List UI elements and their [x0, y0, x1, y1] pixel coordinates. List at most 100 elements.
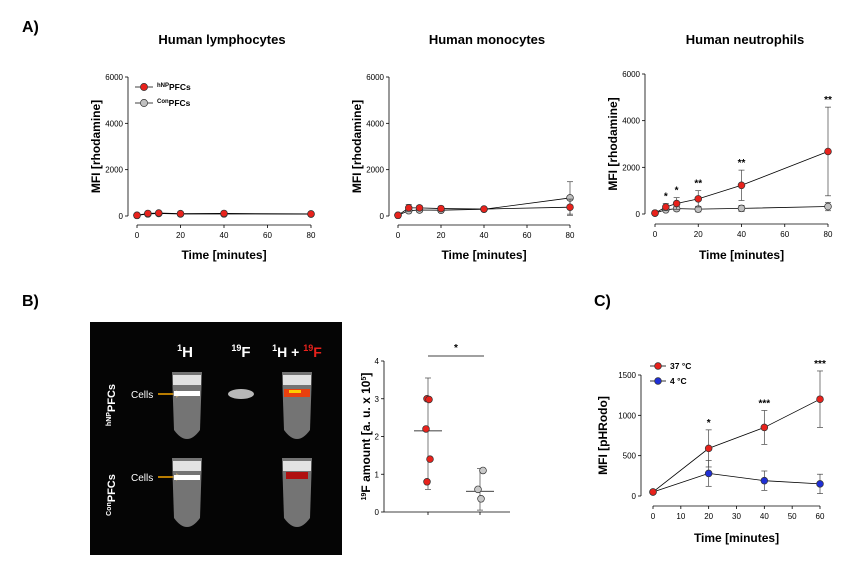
data-point [694, 195, 702, 203]
data-point [649, 488, 657, 496]
data-point [760, 423, 769, 432]
legend-lymph: hNPPFCs ConPFCs [135, 82, 191, 108]
y-tick-label: 4000 [366, 119, 384, 128]
y-tick-label: 6000 [366, 73, 384, 82]
chart-title-neut: Human neutrophils [686, 32, 804, 47]
data-point [824, 202, 832, 211]
chart-monocytes: 0 2000 4000 6000 0 20 40 60 80 Time [minutes] MFI … [350, 73, 575, 262]
data-point [133, 211, 141, 220]
data-point [477, 495, 485, 503]
data-point [480, 205, 488, 213]
y-tick-label: 0 [632, 492, 637, 501]
data-point [662, 203, 670, 211]
legend-marker-4c [654, 377, 662, 385]
data-point [422, 425, 430, 433]
series-line [652, 398, 821, 493]
cells-label-1: Cells [131, 390, 153, 401]
chart-title-lymph: Human lymphocytes [158, 32, 285, 47]
x-tick-label: 80 [566, 231, 575, 240]
tube-merge-con-top [283, 461, 311, 471]
y-tick-label: 6000 [622, 70, 640, 79]
cells-label-2: Cells [131, 473, 153, 484]
legend-marker-hnp [140, 83, 148, 91]
data-point [816, 395, 824, 403]
y-tick-label: 2000 [105, 166, 123, 175]
data-point [176, 209, 185, 218]
data-point [479, 466, 487, 475]
y-tick-label: 0 [636, 210, 641, 219]
x-axis-label: Time [minutes] [441, 248, 526, 262]
tube-1h-hnp-cells [174, 391, 200, 396]
y-tick-label: 1000 [618, 411, 636, 420]
x-tick-label: 20 [176, 231, 185, 240]
x-axis-label: Time [minutes] [694, 531, 779, 545]
y-tick-label: 500 [623, 452, 637, 461]
mri-row-label-hnp: hNPPFCs [106, 384, 118, 426]
panel-label-c: C) [594, 293, 611, 310]
y-axis-label: MFI [pHRodo] [596, 396, 610, 475]
data-point [704, 444, 713, 453]
tube-1h-con-top [173, 461, 201, 471]
significance-star: ** [824, 95, 832, 106]
data-point [405, 204, 413, 212]
data-point [474, 485, 482, 494]
significance-star: * [664, 192, 668, 203]
tube-19f-hnp-signal [228, 389, 254, 399]
x-tick-label: 40 [220, 231, 229, 240]
y-tick-label: 4000 [105, 119, 123, 128]
data-point [651, 209, 659, 217]
data-point [426, 455, 434, 463]
x-tick-label: 80 [824, 230, 833, 239]
data-point [760, 476, 769, 485]
mri-header-merge: 1H + 19F [272, 343, 322, 360]
tube-merge-hnp [282, 372, 312, 439]
chart-phrodo: 0 500 1000 1500 0 10 20 30 40 50 60 Time [minutes] M… [596, 359, 826, 545]
x-tick-label: 40 [737, 230, 746, 239]
x-tick-label: 50 [788, 512, 797, 521]
legend-marker-con [140, 99, 148, 107]
x-tick-label: 0 [651, 512, 656, 521]
y-tick-label: 2 [375, 433, 380, 442]
y-tick-label: 2000 [366, 166, 384, 175]
legend-marker-37c [654, 362, 662, 370]
chart-lymphocytes: 0 2000 4000 6000 0 20 40 60 80 Time [minutes] MFI … [89, 73, 316, 262]
tube-1h-con-cells [174, 475, 200, 480]
y-tick-label: 6000 [105, 73, 123, 82]
y-tick-label: 4 [375, 357, 380, 366]
chart-title-mono: Human monocytes [429, 32, 545, 47]
tube-merge-hnp-hot [289, 390, 301, 393]
x-tick-label: 40 [480, 231, 489, 240]
mri-image: 1H 19F 1H + 19F hNPPFCs ConPFCs Cells Ce… [90, 322, 342, 555]
significance-star: ** [738, 158, 746, 169]
x-tick-label: 60 [780, 230, 789, 239]
x-axis-label: Time [minutes] [699, 248, 784, 262]
legend-label-37c: 37 °C [670, 361, 691, 371]
x-tick-label: 80 [307, 231, 316, 240]
data-point [437, 204, 445, 213]
data-point [824, 147, 832, 156]
significance-star: * [707, 418, 711, 429]
x-tick-label: 20 [694, 230, 703, 239]
x-tick-label: 0 [653, 230, 658, 239]
tube-1h-hnp-top [173, 375, 201, 385]
y-axis-label: MFI [rhodamine] [350, 100, 364, 193]
panel-label-a: A) [22, 19, 39, 36]
x-tick-label: 0 [396, 231, 401, 240]
y-tick-label: 2000 [622, 163, 640, 172]
significance-star: *** [758, 398, 770, 409]
mri-header-1h: 1H [177, 343, 193, 361]
data-point [737, 181, 746, 190]
significance-star: *** [814, 359, 826, 370]
y-axis-label: 19F amount [a. u. x 105] [359, 373, 373, 501]
chart-neutrophils: 0 2000 4000 6000 0 20 40 60 80 Time [minutes] MFI … [606, 70, 833, 262]
legend-label-con: ConPFCs [157, 98, 191, 108]
y-tick-label: 3 [375, 395, 380, 404]
y-tick-label: 0 [380, 212, 385, 221]
data-point [415, 204, 424, 212]
legend-label-4c: 4 °C [670, 376, 687, 386]
x-tick-label: 20 [704, 512, 713, 521]
x-tick-label: 20 [437, 231, 446, 240]
x-tick-label: 30 [732, 512, 741, 521]
series-line [652, 473, 821, 493]
